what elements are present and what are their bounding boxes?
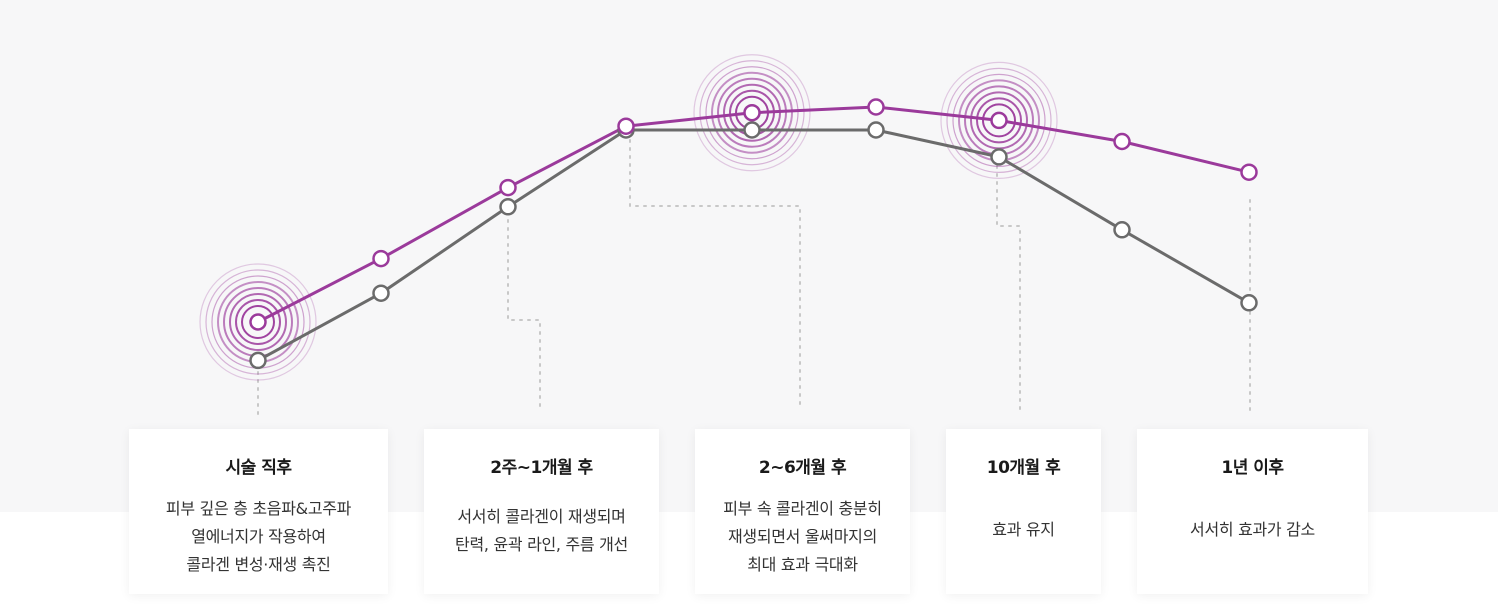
series-2-point-2: [372, 284, 390, 302]
series-1-point-6: [867, 98, 885, 116]
highlight-ring-3: [940, 61, 1058, 180]
series-1-point-9: [1240, 163, 1258, 181]
highlight-ring-1: [241, 305, 275, 339]
phase-title: 2주~1개월 후: [490, 458, 593, 478]
connector-line-4: [996, 165, 1021, 413]
series-1-point-4: [617, 117, 635, 135]
series-line-1: [257, 105, 1250, 324]
phase-card-immediate: 시술 직후 피부 깊은 층 초음파&고주파 열에너지가 작용하여 콜라겐 변성·…: [129, 429, 388, 594]
highlight-ring-1: [229, 293, 287, 351]
phase-title: 2~6개월 후: [758, 458, 847, 478]
phase-description: 서서히 효과가 감소: [1190, 520, 1315, 539]
series-2-point-6: [867, 121, 885, 139]
phase-title: 1년 이후: [1221, 458, 1284, 478]
highlight-ring-2: [717, 77, 787, 148]
series-1-point-3: [499, 178, 517, 197]
series-2-point-9: [1240, 294, 1258, 312]
highlight-ring-2: [699, 60, 805, 166]
series-2-point-3: [499, 198, 517, 216]
highlight-ring-3: [976, 97, 1022, 144]
series-2-point-1: [249, 351, 267, 370]
phase-description: 피부 속 콜라겐이 충분히 재생되면서 울써마지의 최대 효과 극대화: [723, 499, 882, 574]
series-2-point-5: [743, 121, 761, 139]
highlight-ring-1: [199, 263, 317, 381]
phase-description: 피부 깊은 층 초음파&고주파 열에너지가 작용하여 콜라겐 변성·재생 촉진: [165, 499, 352, 574]
phase-card-after-1year: 1년 이후 서서히 효과가 감소: [1137, 429, 1368, 594]
series-1-point-8: [1113, 132, 1131, 151]
series-2-point-7: [990, 148, 1008, 166]
phase-description: 서서히 콜라겐이 재생되며 탄력, 윤곽 라인, 주름 개선: [455, 507, 628, 554]
phase-title: 10개월 후: [986, 458, 1061, 478]
series-2-point-8: [1113, 221, 1131, 239]
phase-title: 시술 직후: [225, 458, 292, 478]
highlight-ring-1: [235, 299, 281, 345]
highlight-ring-1: [205, 269, 311, 375]
highlight-ring-2: [705, 66, 799, 160]
phase-card-2weeks-1month: 2주~1개월 후 서서히 콜라겐이 재생되며 탄력, 윤곽 라인, 주름 개선: [424, 429, 659, 594]
series-1-point-7: [990, 111, 1008, 130]
highlight-ring-2: [711, 71, 793, 154]
series-1-point-2: [372, 249, 390, 268]
series-1-point-5: [743, 103, 761, 122]
phase-description: 효과 유지: [992, 520, 1055, 539]
highlight-ring-3: [946, 67, 1052, 174]
highlight-ring-2: [693, 54, 811, 172]
highlight-ring-3: [982, 103, 1016, 138]
connector-line-2: [507, 211, 541, 413]
phase-card-10months: 10개월 후 효과 유지: [946, 429, 1101, 594]
connector-line-3: [629, 139, 801, 411]
highlight-ring-3: [952, 73, 1046, 168]
series-1-point-1: [249, 313, 267, 331]
phase-card-2-6months: 2~6개월 후 피부 속 콜라겐이 충분히 재생되면서 울써마지의 최대 효과 …: [695, 429, 910, 594]
